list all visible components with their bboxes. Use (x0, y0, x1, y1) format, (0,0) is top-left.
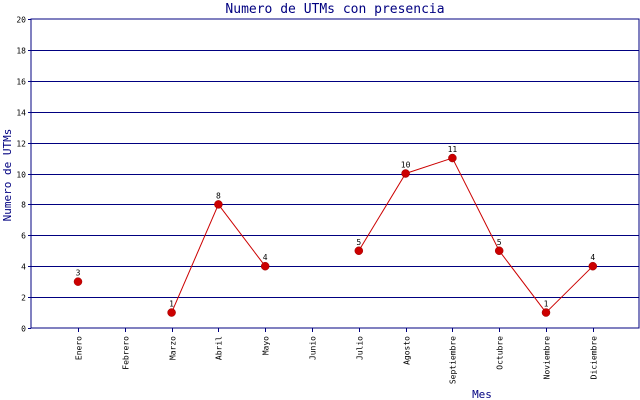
data-label: 8 (216, 191, 221, 200)
x-tick-label: Noviembre (543, 336, 552, 380)
series-line-segment (358, 173, 407, 252)
data-label: 4 (590, 253, 595, 262)
x-tick-label: Mayo (262, 336, 271, 355)
y-tick-label: 14 (16, 109, 26, 118)
data-point (588, 261, 598, 271)
x-tick-label: Diciembre (590, 336, 599, 380)
y-tick-label: 2 (21, 294, 26, 303)
data-label: 5 (497, 238, 502, 247)
y-tick-label: 6 (21, 232, 26, 241)
data-label: 1 (169, 300, 174, 309)
plot-border (30, 18, 640, 329)
y-tick-label: 4 (21, 263, 26, 272)
data-label: 5 (356, 238, 361, 247)
data-label: 3 (76, 269, 81, 278)
y-tick-label: 10 (16, 171, 26, 180)
data-point (167, 308, 176, 317)
y-axis-label: Numero de UTMs (1, 129, 14, 222)
x-tick-label: Enero (75, 336, 84, 360)
data-point (494, 246, 504, 255)
x-tick-label: Julio (356, 336, 365, 360)
x-tick-label: Octubre (496, 336, 505, 370)
y-tick-label: 16 (16, 78, 26, 87)
data-point (260, 261, 270, 271)
x-tick-label: Agosto (403, 336, 412, 365)
x-tick-label: Febrero (122, 336, 131, 370)
x-tick-label: Septiembre (449, 336, 458, 384)
data-label: 10 (401, 161, 411, 170)
data-point (541, 308, 551, 317)
series-line-segment (451, 157, 500, 251)
y-tick-label: 0 (21, 325, 26, 334)
series-line-segment (218, 204, 266, 267)
series-line-segment (405, 157, 453, 174)
data-point (354, 246, 364, 255)
data-point (73, 277, 83, 286)
data-label: 1 (544, 300, 549, 309)
data-label: 4 (263, 253, 268, 262)
x-tick-label: Marzo (169, 336, 178, 360)
data-label: 11 (448, 145, 458, 154)
x-tick-label: Abril (215, 336, 224, 360)
data-point (448, 153, 457, 163)
y-tick-label: 12 (16, 140, 26, 149)
x-axis-label: Mes (472, 388, 492, 400)
series-line-segment (171, 204, 219, 313)
series-line-segment (545, 265, 594, 313)
series-line-segment (498, 250, 547, 313)
y-tick-label: 20 (16, 16, 26, 25)
data-point (401, 169, 410, 178)
x-tick-label: Junio (309, 336, 318, 360)
data-point (214, 200, 223, 209)
y-tick-label: 18 (16, 47, 26, 56)
chart-title: Numero de UTMs con presencia (225, 2, 444, 17)
y-tick-label: 8 (21, 201, 26, 210)
